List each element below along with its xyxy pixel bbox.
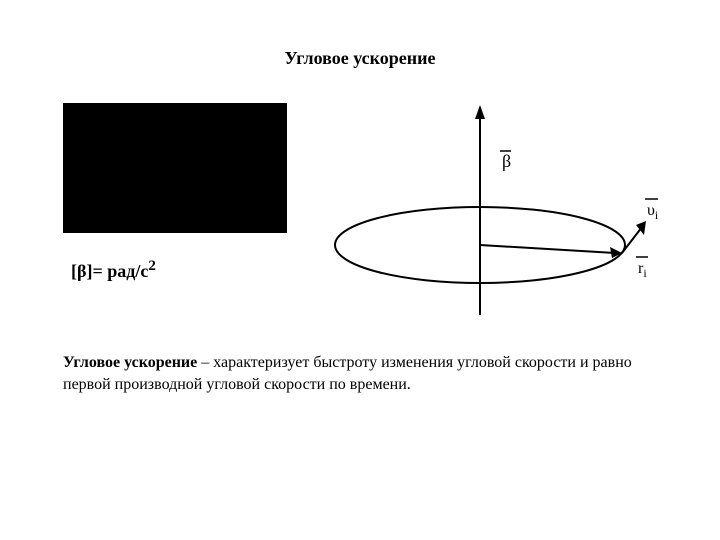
axis-arrowhead: [475, 105, 485, 119]
v-label-main: υ: [647, 202, 655, 219]
unit-label: [β]= рад/с2: [71, 258, 156, 282]
beta-label: β: [502, 151, 511, 171]
page-title: Угловое ускорение: [0, 48, 720, 69]
v-label-sub: i: [655, 208, 659, 222]
r-label: ri: [638, 260, 647, 280]
velocity-vector: [622, 227, 642, 253]
equation-box: [63, 103, 287, 233]
diagram-svg: β υi ri: [310, 95, 660, 325]
unit-text: [β]= рад/с: [71, 261, 148, 281]
radius-vector: [480, 245, 615, 253]
definition-text: Угловое ускорение – характеризует быстро…: [63, 352, 663, 395]
definition-term: Угловое ускорение: [63, 354, 197, 371]
unit-sup: 2: [148, 258, 156, 274]
diagram: β υi ri: [310, 95, 660, 325]
v-label: υi: [647, 202, 659, 222]
r-label-sub: i: [643, 266, 647, 280]
